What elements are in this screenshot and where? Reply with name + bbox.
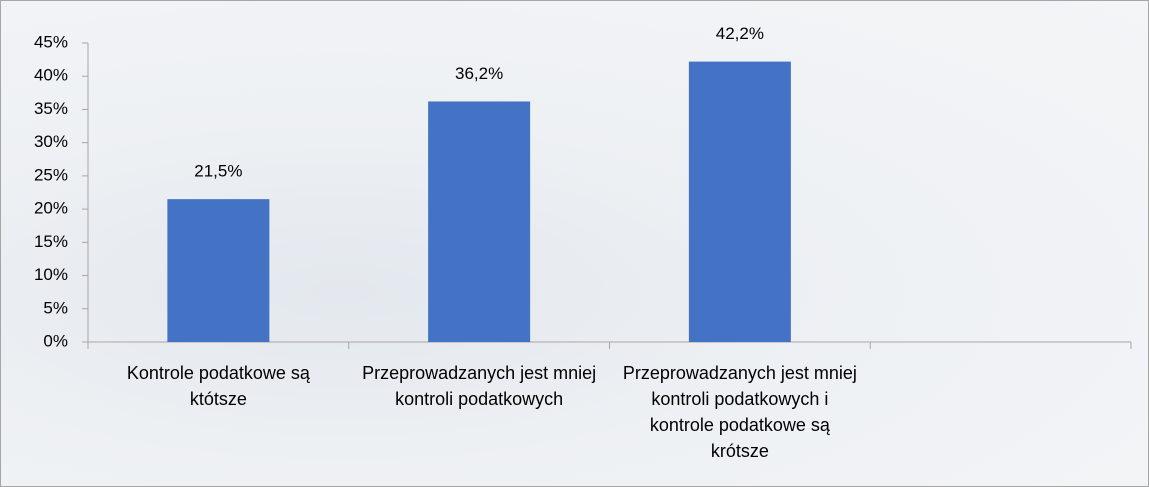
data-label: 42,2%	[716, 24, 764, 43]
bar	[688, 61, 791, 343]
y-tick-label: 45%	[34, 32, 68, 51]
y-tick-label: 35%	[34, 99, 68, 118]
y-tick-label: 40%	[34, 66, 68, 85]
x-tick-label: Kontrole podatkowe są któtsze	[126, 363, 310, 409]
y-tick-label: 5%	[43, 298, 68, 317]
data-label: 21,5%	[194, 162, 242, 181]
y-tick-label: 30%	[34, 132, 68, 151]
bar	[167, 199, 270, 342]
y-tick-label: 0%	[43, 331, 68, 350]
data-label: 36,2%	[455, 64, 503, 83]
x-tick-label: Przeprowadzanych jest mniej kontroli pod…	[362, 363, 597, 409]
y-tick-label: 15%	[34, 232, 68, 251]
y-tick-label: 25%	[34, 165, 68, 184]
x-tick-label: Przeprowadzanych jest mniej kontroli pod…	[622, 363, 857, 461]
y-tick-label: 20%	[34, 199, 68, 218]
bar	[428, 101, 531, 343]
y-tick-label: 10%	[34, 265, 68, 284]
